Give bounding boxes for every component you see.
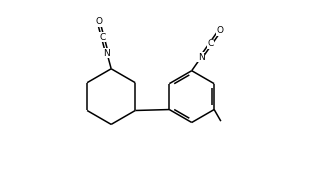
Text: O: O: [95, 17, 102, 26]
Text: O: O: [216, 26, 223, 35]
Text: N: N: [104, 49, 110, 58]
Text: C: C: [99, 33, 106, 42]
Text: C: C: [207, 39, 214, 49]
Text: N: N: [198, 53, 204, 62]
